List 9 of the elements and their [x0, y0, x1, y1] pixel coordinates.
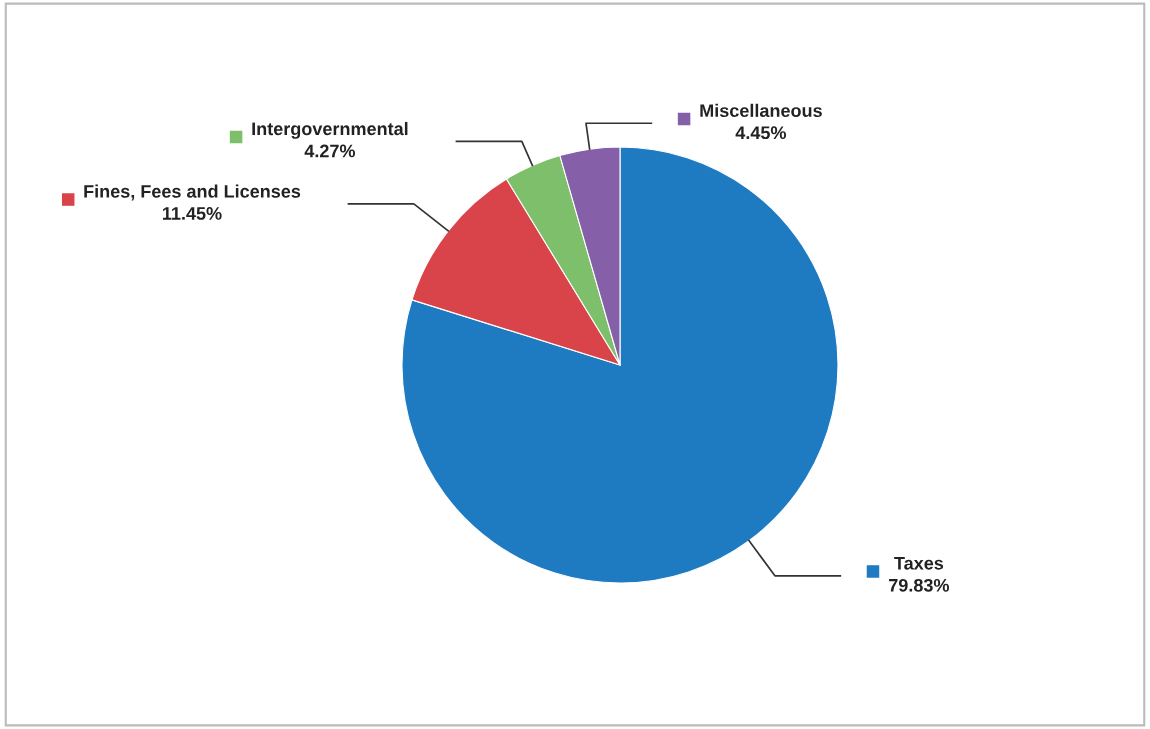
legend-label: Miscellaneous — [700, 103, 822, 118]
legend-label: Taxes — [894, 557, 944, 570]
data-label: 4.45% — [735, 126, 787, 140]
data-label: 11.45% — [163, 207, 222, 220]
data-label: 4.27% — [304, 144, 356, 158]
legend-label: Fines, Fees and Licenses — [84, 184, 301, 201]
data-label: 79.83% — [889, 578, 950, 592]
legend-label: Intergovernmental — [252, 121, 408, 139]
pie-slice — [401, 146, 839, 584]
